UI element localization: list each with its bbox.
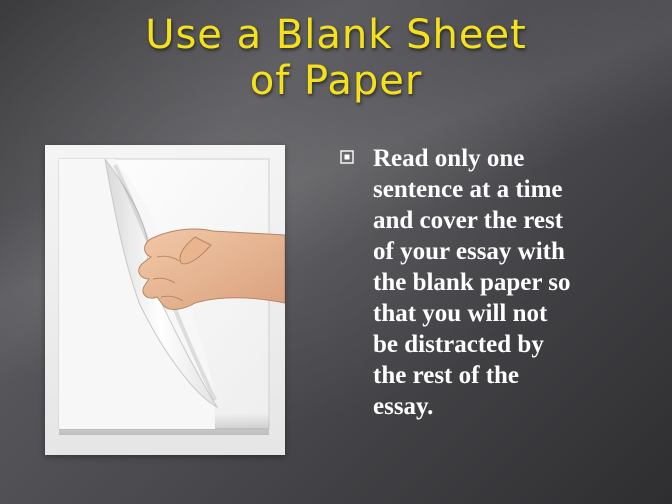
slide-title-line-2: of Paper (249, 58, 423, 104)
hand-turning-page-image (45, 145, 285, 455)
square-bullet-icon (340, 150, 354, 164)
bullet-list: Read only one sentence at a time and cov… (340, 143, 640, 422)
bullet-text: Read only one sentence at a time and cov… (373, 145, 571, 420)
list-item: Read only one sentence at a time and cov… (340, 143, 640, 422)
page-illustration (58, 158, 285, 435)
slide-title-line-1: Use a Blank Sheet (145, 12, 527, 58)
slide-title: Use a Blank Sheet of Paper (0, 12, 672, 104)
